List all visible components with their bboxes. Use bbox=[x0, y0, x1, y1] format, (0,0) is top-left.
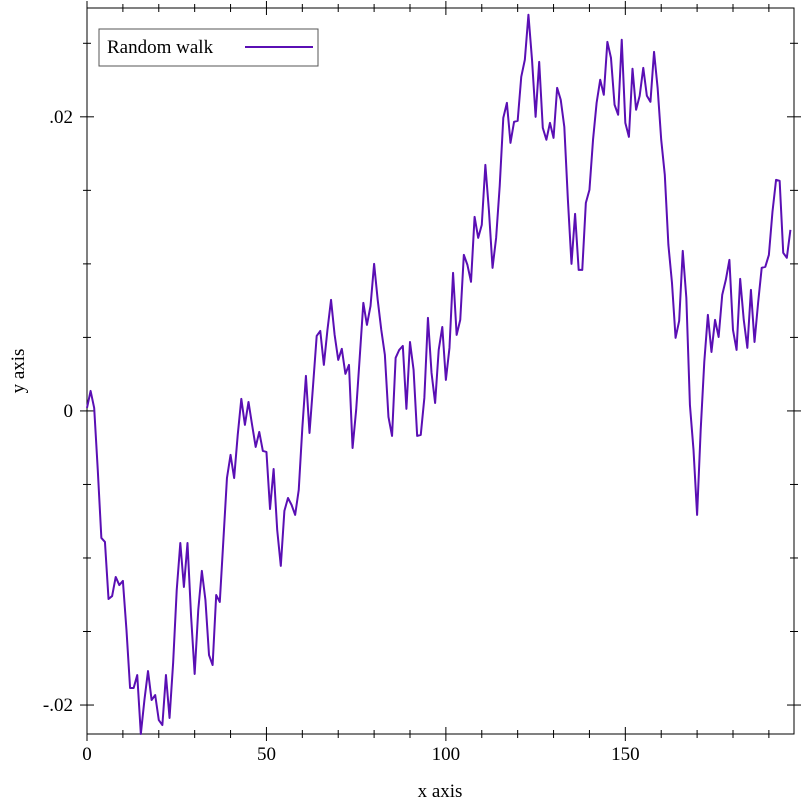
x-tick-label: 100 bbox=[432, 744, 461, 765]
x-tick-label: 50 bbox=[257, 744, 276, 765]
y-tick-label: .02 bbox=[49, 107, 73, 128]
x-tick-label: 0 bbox=[82, 744, 92, 765]
y-axis-label: y axis bbox=[8, 349, 29, 394]
x-tick-label: 150 bbox=[611, 744, 640, 765]
plot-frame bbox=[86, 7, 795, 735]
y-tick-label: -.02 bbox=[43, 695, 73, 716]
data-line bbox=[86, 13, 792, 735]
x-axis-label: x axis bbox=[418, 781, 463, 802]
y-tick-label: 0 bbox=[64, 401, 74, 422]
legend-label: Random walk bbox=[107, 37, 214, 58]
